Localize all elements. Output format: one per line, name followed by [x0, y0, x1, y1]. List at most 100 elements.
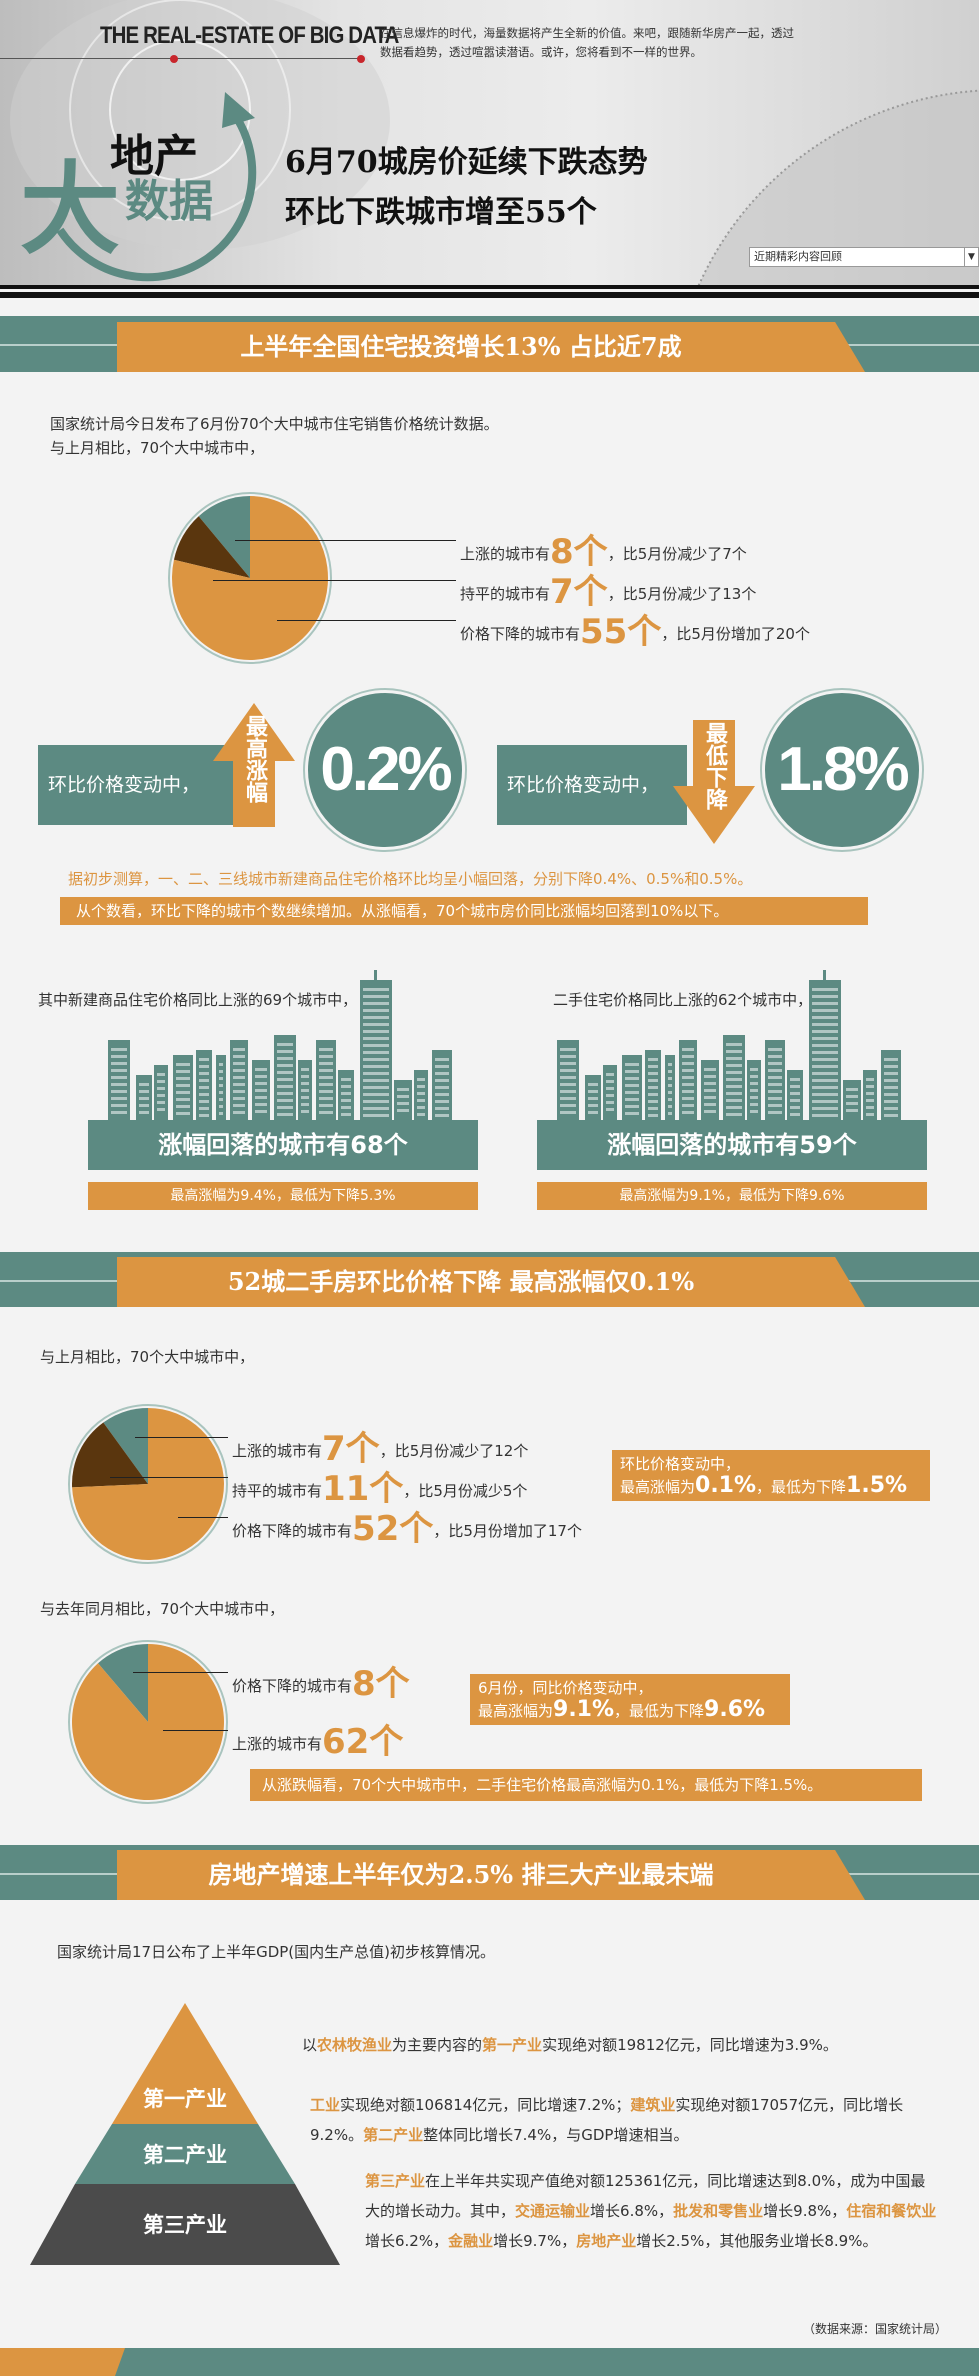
city-left-title: 涨幅回落的城市有68个 — [88, 1120, 478, 1170]
data-source: （数据来源：国家统计局） — [802, 2322, 947, 2336]
divider — [0, 292, 979, 298]
building-icon — [154, 1065, 168, 1120]
brand-title: THE REAL-ESTATE OF BIG DATA — [100, 22, 399, 49]
pie-label: 持平的城市有11个，比5月份减少5个 — [232, 1469, 528, 1509]
pie-count: 11个 — [322, 1469, 404, 1509]
section-title: 房地产增速上半年仅为2.5% 排三大产业最末端 — [117, 1850, 865, 1900]
pie-count: 8个 — [352, 1664, 410, 1704]
box-line: 6月份，同比价格变动中， — [478, 1679, 653, 1697]
pie-slice — [72, 1422, 148, 1488]
intro-text: 国家统计局今日发布了6月份70个大中城市住宅销售价格统计数据。 与上月相比，70… — [50, 412, 499, 460]
city-skyline-graphic — [557, 970, 901, 1120]
building-icon — [108, 1040, 130, 1120]
city-intro-left: 其中新建商品住宅价格同比上涨的69个城市中， — [38, 991, 358, 1009]
dot-icon — [357, 55, 365, 63]
footer-band — [0, 2348, 979, 2376]
building-icon — [843, 1080, 861, 1120]
tier-primary: 第一产业 — [143, 2087, 227, 2111]
intro-line: 国家统计局今日发布了6月份70个大中城市住宅销售价格统计数据。 — [50, 415, 499, 433]
intro-text: 与上月相比，70个大中城市中， — [40, 1348, 255, 1366]
tagline: 在信息爆炸的时代，海量数据将产生全新的价值。来吧，跟随新华房产一起，透过数据看趋… — [380, 26, 794, 59]
logo-bottom-text: 数据 — [125, 176, 213, 227]
section-banner-2: 52城二手房环比价格下降 最高涨幅仅0.1% — [0, 1252, 979, 1307]
leader-line — [178, 1517, 228, 1518]
header-banner: THE REAL-ESTATE OF BIG DATA 在信息爆炸的时代，海量数… — [0, 0, 979, 285]
dot-icon — [170, 55, 178, 63]
pie-chart-yoy-resale — [68, 1640, 228, 1804]
pie-label: 价格下降的城市有52个，比5月份增加了17个 — [232, 1509, 582, 1549]
arrow-up-icon — [213, 703, 295, 827]
section-banner-1: 上半年全国住宅投资增长13% 占比近7成 — [0, 316, 979, 372]
leader-line — [276, 620, 456, 621]
tertiary-industry-text: 第三产业在上半年共实现产值绝对额125361亿元，同比增速达到8.0%，成为中国… — [365, 2172, 937, 2250]
max-fall-value: 1.8% — [762, 690, 922, 850]
leader-line — [162, 1730, 228, 1731]
city-right-sub: 最高涨幅为9.1%，最低为下降9.6% — [537, 1182, 927, 1210]
building-icon — [230, 1040, 248, 1120]
pie-slice — [198, 496, 250, 578]
building-icon — [765, 1040, 785, 1120]
pie-count: 7个 — [322, 1429, 380, 1469]
industry-pyramid: 第一产业 第二产业 第三产业 — [30, 2003, 340, 2265]
box-line: 最高涨幅为0.1%，最低为下降1.5% — [620, 1473, 908, 1498]
intro-line: 与上月相比，70个大中城市中， — [50, 439, 265, 457]
leader-line — [135, 1437, 228, 1438]
intro-text: 国家统计局17日公布了上半年GDP(国内生产总值)初步核算情况。 — [57, 1943, 496, 1961]
arrow-label: 最高涨幅 — [213, 715, 295, 825]
pyramid-shape — [30, 2003, 340, 2265]
pie-slice — [103, 1408, 148, 1484]
city-left-sub: 最高涨幅为9.4%，最低为下降5.3% — [88, 1182, 478, 1210]
pie-slice — [172, 496, 328, 660]
box-line: 环比价格变动中， — [620, 1455, 741, 1473]
primary-industry-text: 以农林牧渔业为主要内容的第一产业实现绝对额19812亿元，同比增速为3.9%。 — [302, 2036, 838, 2054]
box-line: 最高涨幅为9.1%，最低为下降9.6% — [478, 1697, 766, 1722]
chevron-down-icon[interactable]: ▼ — [964, 248, 978, 266]
pie-label: 上涨的城市有8个，比5月份减少了7个 — [460, 532, 747, 572]
recent-content-select[interactable]: 近期精彩内容回顾 ▼ — [749, 247, 979, 267]
pie-label: 价格下降的城市有55个，比5月份增加了20个 — [460, 612, 810, 652]
pie-label: 上涨的城市有7个，比5月份减少了12个 — [232, 1429, 529, 1469]
building-icon — [723, 1035, 745, 1120]
mom-change-box: 环比价格变动中， 最高涨幅为0.1%，最低为下降1.5% — [612, 1450, 930, 1501]
select-value: 近期精彩内容回顾 — [754, 250, 842, 263]
leader-line — [213, 580, 456, 581]
building-icon — [394, 1080, 412, 1120]
tier-tertiary: 第三产业 — [143, 2213, 227, 2237]
logo-top-text: 地产 — [110, 131, 198, 182]
divider — [0, 58, 360, 59]
max-fall-label: 最低下降 — [702, 722, 727, 810]
building-icon — [679, 1040, 697, 1120]
yoy-change-box: 6月份，同比价格变动中， 最高涨幅为9.1%，最低为下降9.6% — [470, 1674, 790, 1725]
divider — [0, 285, 979, 289]
section-title: 上半年全国住宅投资增长13% 占比近7成 — [117, 322, 865, 372]
building-icon — [557, 1040, 579, 1120]
building-icon — [603, 1065, 617, 1120]
pie-count: 62个 — [322, 1722, 404, 1762]
summary-bar: 从涨跌幅看，70个大中城市中，二手住宅价格最高涨幅为0.1%，最低为下降1.5%… — [250, 1769, 922, 1801]
pie-label: 上涨的城市有62个 — [232, 1722, 404, 1762]
pie-count: 7个 — [550, 572, 608, 612]
max-rise-value: 0.2% — [305, 690, 465, 850]
tier-secondary: 第二产业 — [143, 2143, 227, 2167]
pie-chart-mom-resale — [68, 1404, 228, 1564]
leader-line — [110, 1477, 228, 1478]
pie-label: 价格下降的城市有8个 — [232, 1664, 410, 1704]
building-icon — [216, 1055, 226, 1120]
pie-slice — [97, 1644, 148, 1722]
city-intro-right: 二手住宅价格同比上涨的62个城市中， — [553, 991, 813, 1009]
pie-count: 55个 — [580, 612, 662, 652]
city-right-title: 涨幅回落的城市有59个 — [537, 1120, 927, 1170]
intro-text: 与去年同月相比，70个大中城市中， — [40, 1600, 285, 1618]
city-skyline-graphic — [108, 970, 452, 1120]
arrow-down-icon — [673, 720, 755, 844]
leader-line — [234, 540, 456, 541]
building-icon — [809, 980, 841, 1120]
page-title: 6月70城房价延续下跌态势 环比下跌城市增至55个 — [285, 138, 648, 238]
note-text: 据初步测算，一、二、三线城市新建商品住宅价格环比均呈小幅回落，分别下降0.4%、… — [68, 870, 753, 888]
pie-slice — [72, 1408, 225, 1560]
section-banner-3: 房地产增速上半年仅为2.5% 排三大产业最末端 — [0, 1845, 979, 1900]
note-bar: 从个数看，环比下降的城市个数继续增加。从涨幅看，70个城市房价同比涨幅均回落到1… — [60, 897, 868, 925]
building-icon — [360, 980, 392, 1120]
pie-label: 持平的城市有7个，比5月份减少了13个 — [460, 572, 757, 612]
pie-slice — [173, 516, 250, 578]
